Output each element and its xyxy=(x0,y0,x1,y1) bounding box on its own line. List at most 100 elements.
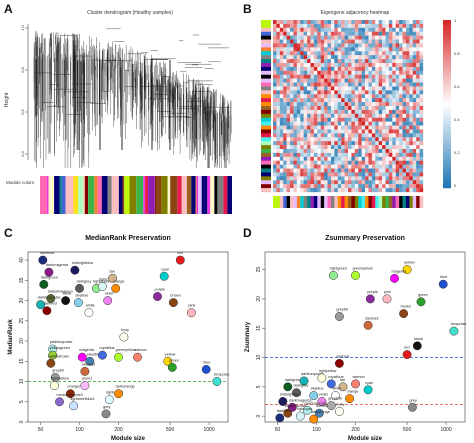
heatmap-cell xyxy=(371,113,376,118)
heatmap-cell xyxy=(293,141,298,146)
heatmap-cell xyxy=(344,168,349,173)
y-tick-label: 5 xyxy=(19,400,25,403)
heatmap-cell xyxy=(378,156,383,161)
heatmap-cell xyxy=(276,98,280,103)
heatmap-cell xyxy=(392,74,396,79)
heatmap-cell xyxy=(419,86,424,91)
heatmap-cell xyxy=(402,156,407,161)
data-point xyxy=(61,296,71,306)
heatmap-cell xyxy=(388,156,393,161)
heatmap-cell xyxy=(320,66,325,71)
heatmap-cell xyxy=(405,55,410,60)
heatmap-cell xyxy=(317,31,321,36)
heatmap-cell xyxy=(296,74,301,79)
heatmap-cell xyxy=(303,106,308,111)
heatmap-cell xyxy=(351,141,355,146)
heatmap-cell xyxy=(412,31,417,36)
module-color-segment xyxy=(111,176,119,214)
heatmap-cell xyxy=(296,82,301,87)
heatmap-cell xyxy=(334,121,338,126)
heatmap-cell xyxy=(310,160,315,165)
heatmap-cell xyxy=(388,125,393,130)
heatmap-cell xyxy=(375,164,379,169)
heatmap-cell xyxy=(399,47,403,52)
heatmap-cell xyxy=(348,137,352,142)
heatmap-cell xyxy=(378,121,383,126)
heatmap-cell xyxy=(365,188,369,193)
heatmap-cell xyxy=(405,121,410,126)
heatmap-cell xyxy=(344,51,349,56)
heatmap-cell xyxy=(293,168,298,173)
heatmap-cell xyxy=(371,168,376,173)
heatmap-cell xyxy=(276,106,280,111)
data-point xyxy=(438,279,448,289)
heatmap-cell xyxy=(412,106,417,111)
heatmap-cell xyxy=(365,27,369,32)
heatmap-cell xyxy=(382,90,386,95)
data-point xyxy=(299,376,309,386)
heatmap-cell xyxy=(348,117,352,122)
heatmap-cell xyxy=(337,66,342,71)
heatmap-cell xyxy=(290,27,294,32)
heatmap-cell xyxy=(344,188,349,193)
heatmap-cell xyxy=(368,39,373,44)
heatmap-cell xyxy=(388,39,393,44)
data-point xyxy=(326,379,336,389)
row-color-swatch xyxy=(261,152,271,158)
heatmap-cell xyxy=(358,20,362,25)
heatmap-cell xyxy=(354,39,359,44)
row-color-swatch xyxy=(261,102,271,107)
heatmap-cell xyxy=(351,27,355,32)
heatmap-cell xyxy=(293,106,298,111)
heatmap-cell xyxy=(378,149,383,154)
heatmap-cell xyxy=(388,86,393,91)
heatmap-cell xyxy=(402,180,407,185)
heatmap-cell xyxy=(358,82,362,87)
x-tick-label: 500 xyxy=(403,427,412,433)
colorbar-step xyxy=(443,95,451,99)
heatmap-cell xyxy=(313,39,318,44)
heatmap-cell xyxy=(395,168,400,173)
heatmap-cell xyxy=(348,109,352,114)
colorbar-step xyxy=(443,90,451,93)
heatmap-cell xyxy=(412,102,417,107)
data-point xyxy=(168,298,178,308)
heatmap-cell xyxy=(354,164,359,169)
data-point xyxy=(351,270,360,280)
heatmap-cell xyxy=(290,43,294,48)
heatmap-cell xyxy=(341,43,345,48)
module-color-segment xyxy=(73,176,79,214)
heatmap-cell xyxy=(416,55,420,60)
heatmap-cell xyxy=(330,82,335,87)
heatmap-cell xyxy=(405,180,410,185)
column-color-swatch xyxy=(402,196,407,208)
data-point-label: mediumpurple3 xyxy=(57,393,83,397)
heatmap-cell xyxy=(354,141,359,146)
heatmap-cell xyxy=(412,117,417,122)
colorbar-step xyxy=(443,162,451,166)
heatmap-cell xyxy=(399,137,403,142)
heatmap-cell xyxy=(402,39,407,44)
data-point-label: steelblue xyxy=(316,404,331,408)
heatmap-cell xyxy=(385,43,390,48)
heatmap-cell xyxy=(296,90,301,95)
heatmap-cell xyxy=(419,125,424,130)
heatmap-cell xyxy=(368,47,373,52)
heatmap-cell xyxy=(324,137,328,142)
heatmap-cell xyxy=(327,78,332,83)
heatmap-cell xyxy=(358,113,362,118)
heatmap-cell xyxy=(279,98,284,103)
heatmap-cell xyxy=(405,168,410,173)
heatmap-cell xyxy=(419,27,424,32)
module-color-segment xyxy=(181,176,187,214)
heatmap-cell xyxy=(310,156,315,161)
heatmap-cell xyxy=(354,109,359,114)
heatmap-cell xyxy=(307,27,311,32)
heatmap-cell xyxy=(419,113,424,118)
heatmap-cell xyxy=(290,98,294,103)
heatmap-cell xyxy=(354,129,359,134)
heatmap-cell xyxy=(279,121,284,126)
column-color-swatch xyxy=(399,196,403,208)
heatmap-cell xyxy=(341,184,345,189)
panel-label: A xyxy=(4,2,13,16)
